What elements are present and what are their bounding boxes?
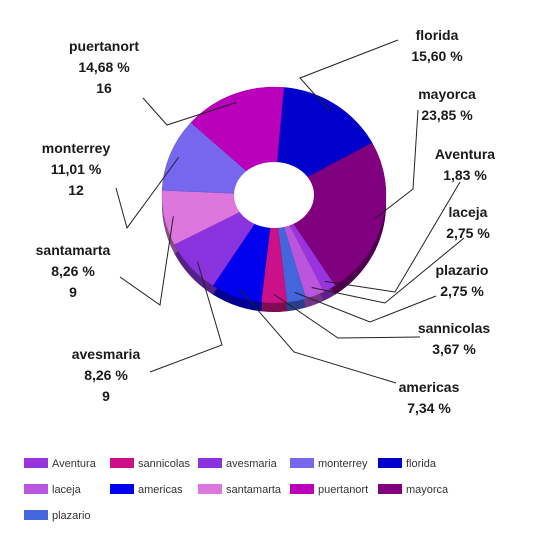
- leader-line-aventura: [324, 181, 461, 293]
- slice-label-percent-americas: 7,34 %: [407, 400, 451, 416]
- slice-label-name-mayorca: mayorca: [418, 86, 476, 102]
- slice-label-percent-puertanort: 14,68 %: [78, 59, 130, 75]
- slice-mayorca[interactable]: [273, 142, 387, 286]
- leader-line-santamarta: [119, 216, 174, 306]
- legend-label-plazario: plazario: [52, 510, 91, 522]
- slice-label-name-monterrey: monterrey: [42, 140, 111, 156]
- leader-line-avesmaria: [149, 261, 223, 373]
- leader-line-plazario: [294, 291, 437, 323]
- slice-label-percent-mayorca: 23,85 %: [421, 107, 473, 123]
- legend-swatch-florida: [378, 458, 402, 468]
- slice-label-percent-monterrey: 11,01 %: [51, 161, 102, 177]
- slice-label-percent-florida: 15,60 %: [411, 48, 463, 64]
- slice-label-count-puertanort: 16: [96, 80, 112, 96]
- slice-label-percent-laceja: 2,75 %: [446, 225, 490, 241]
- slice-label-name-plazario: plazario: [436, 262, 489, 278]
- slice-label-name-santamarta: santamarta: [36, 242, 111, 258]
- slice-label-name-americas: americas: [399, 379, 460, 395]
- legend-swatch-puertanort: [290, 484, 314, 494]
- legend-swatch-sannicolas: [110, 458, 134, 468]
- legend-label-americas: americas: [138, 484, 183, 496]
- leader-line-monterrey: [115, 156, 180, 230]
- slice-label-name-avesmaria: avesmaria: [72, 346, 141, 362]
- leader-line-americas: [238, 288, 397, 384]
- slice-label-name-florida: florida: [416, 27, 459, 43]
- legend-label-sannicolas: sannicolas: [138, 458, 190, 470]
- slice-label-percent-santamarta: 8,26 %: [51, 263, 95, 279]
- legend-label-puertanort: puertanort: [318, 484, 368, 496]
- legend-label-laceja: laceja: [52, 484, 82, 496]
- leader-line-florida: [299, 39, 399, 113]
- legend: Aventura sannicolas avesmaria monterrey flor…: [24, 458, 449, 522]
- donut-hole: [234, 162, 314, 228]
- legend-swatch-santamarta: [198, 484, 222, 494]
- legend-label-florida: florida: [406, 458, 437, 470]
- slice-label-name-laceja: laceja: [449, 204, 488, 220]
- leader-line-mayorca: [373, 109, 419, 220]
- legend-label-avesmaria: avesmaria: [226, 458, 278, 470]
- legend-label-monterrey: monterrey: [318, 458, 368, 470]
- slice-florida[interactable]: [273, 87, 373, 196]
- leader-lines: [115, 39, 465, 384]
- slice-label-count-avesmaria: 9: [102, 388, 110, 404]
- slice-label-name-aventura: Aventura: [435, 146, 495, 162]
- legend-label-mayorca: mayorca: [406, 484, 449, 496]
- leader-line-puertanort: [142, 97, 237, 126]
- legend-swatch-monterrey: [290, 458, 314, 468]
- legend-swatch-plazario: [24, 510, 48, 520]
- slice-label-percent-sannicolas: 3,67 %: [432, 341, 476, 357]
- slice-label-count-monterrey: 12: [68, 182, 84, 198]
- slice-label-percent-aventura: 1,83 %: [443, 167, 487, 183]
- leader-line-laceja: [311, 237, 465, 304]
- legend-swatch-aventura: [24, 458, 48, 468]
- legend-label-aventura: Aventura: [52, 458, 97, 470]
- legend-label-santamarta: santamarta: [226, 484, 282, 496]
- legend-swatch-avesmaria: [198, 458, 222, 468]
- slice-labels: florida 15,60 % mayorca 23,85 % Aventura 1,83…: [36, 27, 496, 416]
- slice-label-name-sannicolas: sannicolas: [418, 320, 491, 336]
- legend-swatch-americas: [110, 484, 134, 494]
- legend-swatch-mayorca: [378, 484, 402, 494]
- slice-label-percent-plazario: 2,75 %: [440, 283, 484, 299]
- slice-label-count-santamarta: 9: [69, 284, 77, 300]
- slice-label-percent-avesmaria: 8,26 %: [84, 367, 128, 383]
- legend-swatch-laceja: [24, 484, 48, 494]
- leader-line-sannicolas: [273, 293, 421, 339]
- slice-label-name-puertanort: puertanort: [69, 38, 139, 54]
